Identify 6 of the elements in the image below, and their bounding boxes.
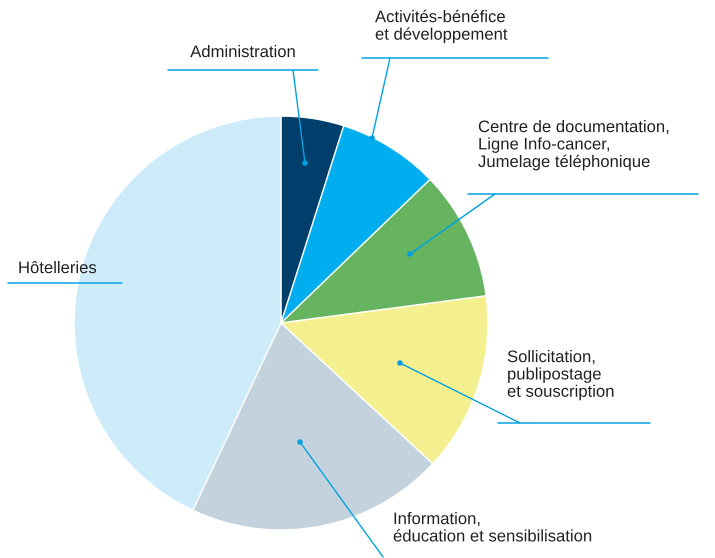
slice-label: Sollicitation, publipostage et souscription [508,350,614,400]
slice-label: Centre de documentation, Ligne Info-cancer, Jumelage téléphonique [478,120,668,170]
slice-label: Activités-bénéfice et développement [375,10,508,44]
slice-label: Information, éducation et sensibilisation [394,512,592,542]
slice-label: Hôtelleries [19,260,96,274]
slice-label: Administration [190,45,295,58]
